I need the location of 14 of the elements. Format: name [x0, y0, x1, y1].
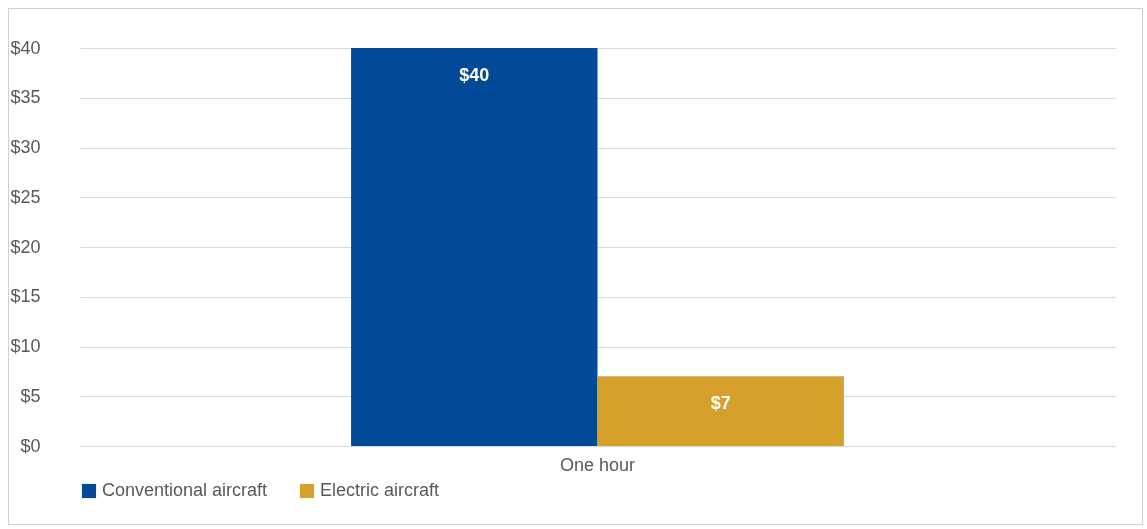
legend-label: Conventional aircraft [102, 480, 268, 500]
y-tick-label: $35 [10, 87, 41, 108]
legend-label: Electric aircraft [320, 480, 440, 500]
y-tick-label: $0 [20, 435, 41, 456]
y-tick-label: $30 [10, 137, 41, 157]
y-tick-label: $5 [20, 385, 41, 406]
x-tick-label: One hour [559, 454, 636, 475]
y-tick-label: $40 [10, 37, 41, 58]
y-tick-label: $25 [10, 186, 41, 207]
data-label: $40 [459, 65, 490, 85]
y-tick-label: $20 [10, 236, 41, 257]
y-tick-label: $15 [10, 286, 41, 307]
y-tick-label: $10 [10, 336, 41, 356]
data-label: $7 [710, 393, 731, 414]
